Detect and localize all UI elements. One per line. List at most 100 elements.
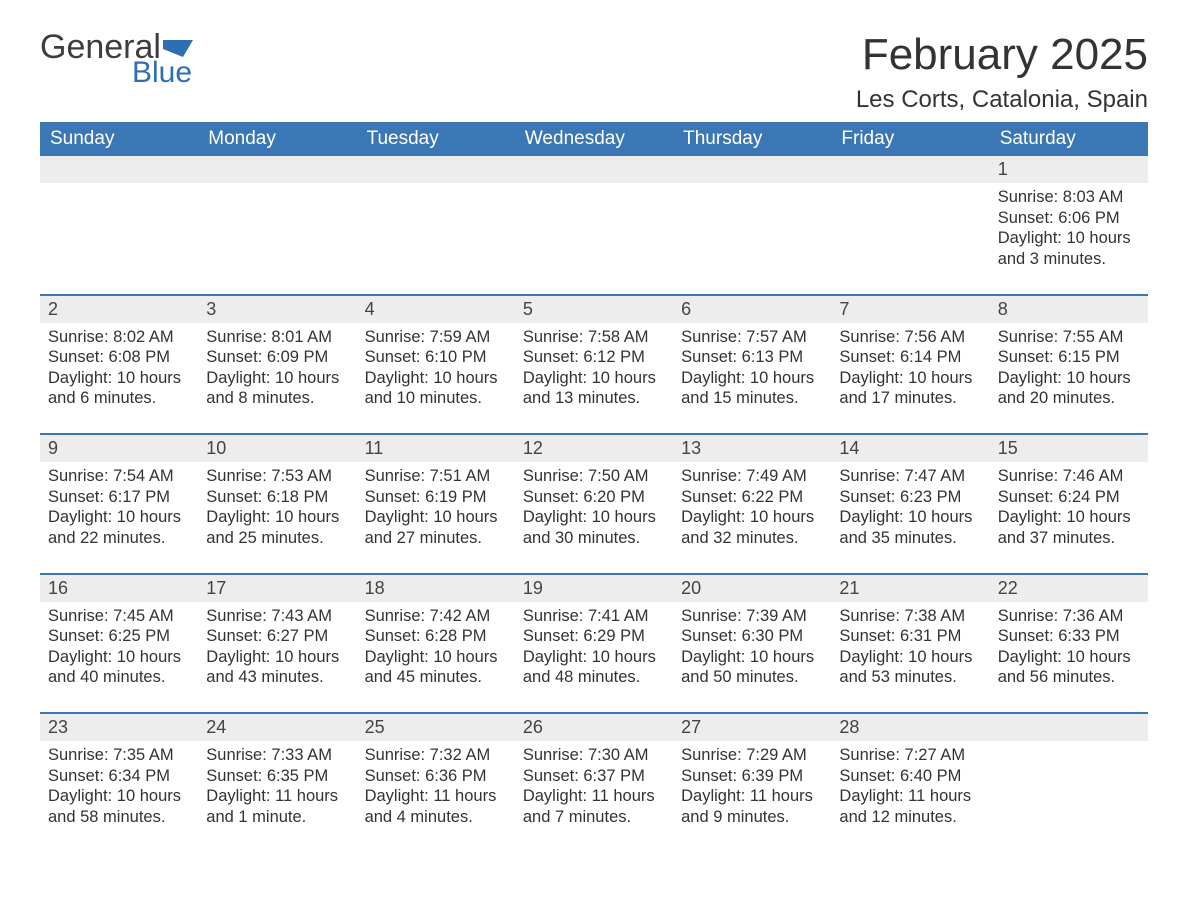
sunset-line: Sunset: 6:08 PM — [48, 347, 190, 368]
sunrise-line: Sunrise: 7:51 AM — [365, 466, 507, 487]
day-number-cell: 5 — [515, 295, 673, 323]
day-number-cell: 2 — [40, 295, 198, 323]
weekday-header: Tuesday — [357, 122, 515, 156]
day-number-cell: 1 — [990, 156, 1148, 183]
sunrise-line: Sunrise: 7:59 AM — [365, 327, 507, 348]
day-info-cell: Sunrise: 7:47 AMSunset: 6:23 PMDaylight:… — [831, 462, 989, 574]
day-info-cell: Sunrise: 7:35 AMSunset: 6:34 PMDaylight:… — [40, 741, 198, 852]
day-number-cell — [673, 156, 831, 183]
day-number-cell: 4 — [357, 295, 515, 323]
daylight-line: Daylight: 11 hours and 7 minutes. — [523, 786, 665, 827]
daylight-line: Daylight: 10 hours and 15 minutes. — [681, 368, 823, 409]
sunset-line: Sunset: 6:37 PM — [523, 766, 665, 787]
sunset-line: Sunset: 6:09 PM — [206, 347, 348, 368]
daylight-line: Daylight: 10 hours and 40 minutes. — [48, 647, 190, 688]
sunrise-line: Sunrise: 7:49 AM — [681, 466, 823, 487]
brand-logo: General Blue — [40, 30, 193, 88]
sunrise-line: Sunrise: 7:27 AM — [839, 745, 981, 766]
day-info-cell: Sunrise: 7:54 AMSunset: 6:17 PMDaylight:… — [40, 462, 198, 574]
day-info-cell — [515, 183, 673, 295]
daylight-line: Daylight: 10 hours and 10 minutes. — [365, 368, 507, 409]
day-number-cell: 21 — [831, 574, 989, 602]
day-info-cell: Sunrise: 8:02 AMSunset: 6:08 PMDaylight:… — [40, 323, 198, 435]
day-number-cell: 13 — [673, 434, 831, 462]
day-info-cell: Sunrise: 7:42 AMSunset: 6:28 PMDaylight:… — [357, 602, 515, 714]
day-number-cell: 28 — [831, 713, 989, 741]
day-info-cell: Sunrise: 7:36 AMSunset: 6:33 PMDaylight:… — [990, 602, 1148, 714]
day-number-cell: 20 — [673, 574, 831, 602]
daylight-line: Daylight: 10 hours and 20 minutes. — [998, 368, 1140, 409]
day-info-cell: Sunrise: 7:50 AMSunset: 6:20 PMDaylight:… — [515, 462, 673, 574]
daylight-line: Daylight: 10 hours and 32 minutes. — [681, 507, 823, 548]
daylight-line: Daylight: 10 hours and 6 minutes. — [48, 368, 190, 409]
day-number-cell — [990, 713, 1148, 741]
sunrise-line: Sunrise: 7:47 AM — [839, 466, 981, 487]
day-info-cell: Sunrise: 7:51 AMSunset: 6:19 PMDaylight:… — [357, 462, 515, 574]
day-info-cell: Sunrise: 7:39 AMSunset: 6:30 PMDaylight:… — [673, 602, 831, 714]
day-info-cell: Sunrise: 7:49 AMSunset: 6:22 PMDaylight:… — [673, 462, 831, 574]
daylight-line: Daylight: 10 hours and 45 minutes. — [365, 647, 507, 688]
day-number-cell — [831, 156, 989, 183]
day-info-cell — [831, 183, 989, 295]
daylight-line: Daylight: 11 hours and 1 minute. — [206, 786, 348, 827]
day-info-cell: Sunrise: 8:03 AMSunset: 6:06 PMDaylight:… — [990, 183, 1148, 295]
daylight-line: Daylight: 10 hours and 37 minutes. — [998, 507, 1140, 548]
calendar-table: SundayMondayTuesdayWednesdayThursdayFrid… — [40, 122, 1148, 852]
weekday-header: Sunday — [40, 122, 198, 156]
day-number-cell: 17 — [198, 574, 356, 602]
calendar-daynum-row: 9101112131415 — [40, 434, 1148, 462]
day-info-cell: Sunrise: 7:53 AMSunset: 6:18 PMDaylight:… — [198, 462, 356, 574]
calendar-daynum-row: 16171819202122 — [40, 574, 1148, 602]
calendar-info-row: Sunrise: 8:03 AMSunset: 6:06 PMDaylight:… — [40, 183, 1148, 295]
sunset-line: Sunset: 6:35 PM — [206, 766, 348, 787]
day-info-cell: Sunrise: 7:59 AMSunset: 6:10 PMDaylight:… — [357, 323, 515, 435]
sunrise-line: Sunrise: 8:01 AM — [206, 327, 348, 348]
sunset-line: Sunset: 6:22 PM — [681, 487, 823, 508]
sunrise-line: Sunrise: 7:58 AM — [523, 327, 665, 348]
sunset-line: Sunset: 6:13 PM — [681, 347, 823, 368]
day-info-cell: Sunrise: 7:46 AMSunset: 6:24 PMDaylight:… — [990, 462, 1148, 574]
day-info-cell: Sunrise: 7:30 AMSunset: 6:37 PMDaylight:… — [515, 741, 673, 852]
sunrise-line: Sunrise: 7:36 AM — [998, 606, 1140, 627]
month-title: February 2025 — [856, 30, 1148, 80]
day-number-cell: 12 — [515, 434, 673, 462]
sunrise-line: Sunrise: 7:45 AM — [48, 606, 190, 627]
sunset-line: Sunset: 6:39 PM — [681, 766, 823, 787]
daylight-line: Daylight: 10 hours and 43 minutes. — [206, 647, 348, 688]
sunrise-line: Sunrise: 7:56 AM — [839, 327, 981, 348]
day-number-cell — [40, 156, 198, 183]
weekday-header: Friday — [831, 122, 989, 156]
sunrise-line: Sunrise: 7:41 AM — [523, 606, 665, 627]
sunset-line: Sunset: 6:33 PM — [998, 626, 1140, 647]
sunrise-line: Sunrise: 8:02 AM — [48, 327, 190, 348]
day-number-cell: 6 — [673, 295, 831, 323]
location-subtitle: Les Corts, Catalonia, Spain — [856, 86, 1148, 114]
day-number-cell: 18 — [357, 574, 515, 602]
sunrise-line: Sunrise: 7:46 AM — [998, 466, 1140, 487]
sunset-line: Sunset: 6:31 PM — [839, 626, 981, 647]
daylight-line: Daylight: 10 hours and 35 minutes. — [839, 507, 981, 548]
sunset-line: Sunset: 6:15 PM — [998, 347, 1140, 368]
day-number-cell: 10 — [198, 434, 356, 462]
day-info-cell: Sunrise: 7:32 AMSunset: 6:36 PMDaylight:… — [357, 741, 515, 852]
sunset-line: Sunset: 6:34 PM — [48, 766, 190, 787]
daylight-line: Daylight: 10 hours and 56 minutes. — [998, 647, 1140, 688]
sunrise-line: Sunrise: 7:33 AM — [206, 745, 348, 766]
day-info-cell: Sunrise: 7:56 AMSunset: 6:14 PMDaylight:… — [831, 323, 989, 435]
day-number-cell — [515, 156, 673, 183]
sunrise-line: Sunrise: 7:30 AM — [523, 745, 665, 766]
day-number-cell: 24 — [198, 713, 356, 741]
day-number-cell — [198, 156, 356, 183]
sunset-line: Sunset: 6:36 PM — [365, 766, 507, 787]
day-number-cell: 16 — [40, 574, 198, 602]
day-number-cell: 19 — [515, 574, 673, 602]
day-info-cell — [357, 183, 515, 295]
sunset-line: Sunset: 6:06 PM — [998, 208, 1140, 229]
daylight-line: Daylight: 10 hours and 17 minutes. — [839, 368, 981, 409]
sunset-line: Sunset: 6:23 PM — [839, 487, 981, 508]
sunrise-line: Sunrise: 7:50 AM — [523, 466, 665, 487]
calendar-info-row: Sunrise: 7:45 AMSunset: 6:25 PMDaylight:… — [40, 602, 1148, 714]
day-info-cell: Sunrise: 7:38 AMSunset: 6:31 PMDaylight:… — [831, 602, 989, 714]
day-info-cell: Sunrise: 7:33 AMSunset: 6:35 PMDaylight:… — [198, 741, 356, 852]
day-number-cell: 26 — [515, 713, 673, 741]
